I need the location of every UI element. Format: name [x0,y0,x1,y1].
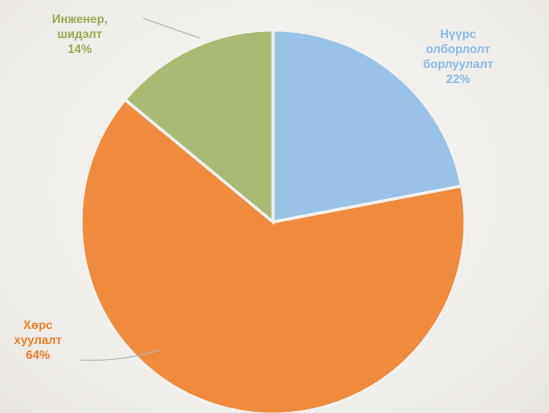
leader-line-soil [79,349,161,361]
slice-label-coal: Нүүрс олборлолт борлуулалт 22% [423,27,494,86]
pie-slice-soil [79,97,467,413]
slice-label-engineering: Инженер, шидэлт 14% [52,12,108,56]
leader-line-engineering [142,17,201,39]
slice-label-soil: Хөрс хуулалт 64% [14,318,62,362]
pie-slice-engineering [122,28,275,226]
pie-slice-coal [271,28,464,224]
